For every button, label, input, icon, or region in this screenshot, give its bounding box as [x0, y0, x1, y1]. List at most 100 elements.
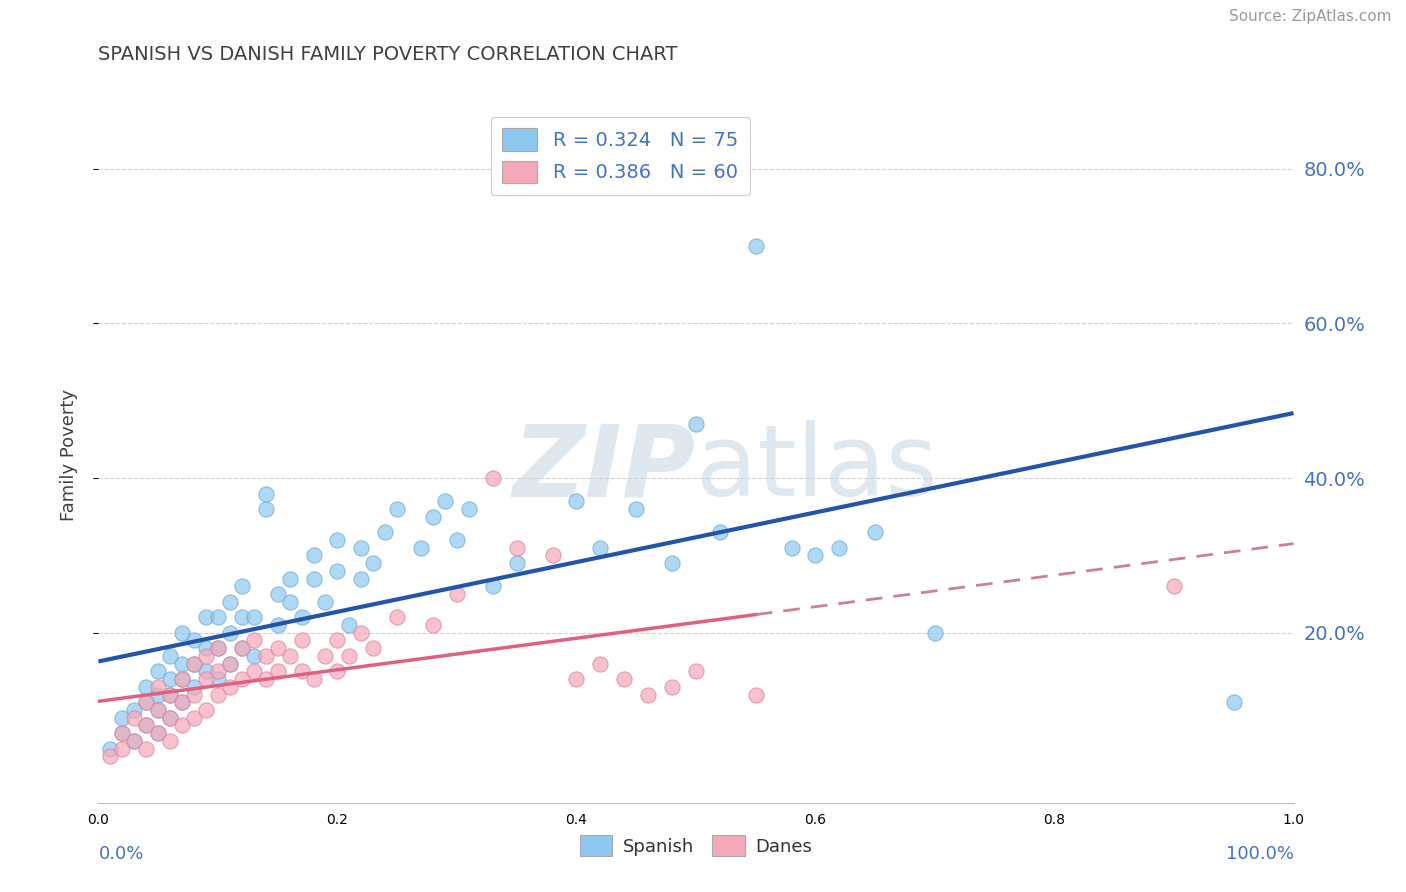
Point: [135, 680, 157, 694]
Point: [804, 549, 827, 563]
Point: [159, 648, 181, 663]
Point: [661, 680, 683, 694]
Point: [254, 502, 277, 516]
Point: [446, 587, 468, 601]
Point: [183, 657, 205, 671]
Point: [433, 494, 456, 508]
Point: [148, 665, 170, 679]
Point: [291, 633, 314, 648]
Point: [207, 672, 229, 686]
Point: [541, 549, 564, 563]
Point: [446, 533, 468, 547]
Point: [194, 610, 218, 624]
Point: [135, 718, 157, 732]
Point: [135, 741, 157, 756]
Point: [111, 711, 134, 725]
Point: [194, 672, 218, 686]
Point: [194, 648, 218, 663]
Point: [613, 672, 636, 686]
Point: [506, 541, 529, 555]
Point: [111, 741, 134, 756]
Point: [194, 641, 218, 656]
Point: [111, 726, 134, 740]
Point: [411, 541, 433, 555]
Point: [326, 564, 349, 578]
Point: [278, 648, 301, 663]
Point: [148, 726, 170, 740]
Point: [350, 625, 373, 640]
Point: [422, 509, 444, 524]
Point: [231, 672, 253, 686]
Point: [626, 502, 648, 516]
Legend: Spanish, Danes: Spanish, Danes: [572, 828, 820, 863]
Point: [385, 610, 409, 624]
Point: [183, 688, 205, 702]
Point: [243, 610, 266, 624]
Point: [124, 703, 146, 717]
Point: [302, 549, 325, 563]
Point: [231, 641, 253, 656]
Point: [159, 711, 181, 725]
Point: [98, 749, 122, 764]
Point: [159, 734, 181, 748]
Point: [207, 641, 229, 656]
Y-axis label: Family Poverty: Family Poverty: [59, 389, 77, 521]
Point: [363, 641, 385, 656]
Point: [278, 595, 301, 609]
Point: [685, 417, 707, 431]
Point: [315, 648, 337, 663]
Point: [207, 641, 229, 656]
Point: [565, 494, 588, 508]
Point: [98, 741, 122, 756]
Point: [243, 648, 266, 663]
Point: [326, 533, 349, 547]
Point: [172, 625, 194, 640]
Point: [124, 734, 146, 748]
Point: [315, 595, 337, 609]
Point: [243, 633, 266, 648]
Point: [207, 610, 229, 624]
Point: [219, 657, 242, 671]
Point: [219, 595, 242, 609]
Point: [291, 610, 314, 624]
Point: [363, 556, 385, 570]
Point: [267, 641, 290, 656]
Point: [863, 525, 887, 540]
Point: [231, 579, 253, 593]
Point: [194, 665, 218, 679]
Point: [183, 633, 205, 648]
Point: [207, 665, 229, 679]
Point: [183, 711, 205, 725]
Point: [481, 471, 505, 485]
Point: [481, 579, 505, 593]
Point: [254, 486, 277, 500]
Text: 0.0%: 0.0%: [98, 845, 143, 863]
Point: [589, 541, 612, 555]
Point: [637, 688, 659, 702]
Point: [159, 711, 181, 725]
Point: [159, 688, 181, 702]
Point: [172, 672, 194, 686]
Point: [924, 625, 946, 640]
Point: [661, 556, 683, 570]
Point: [124, 711, 146, 725]
Point: [148, 688, 170, 702]
Point: [374, 525, 396, 540]
Point: [1222, 695, 1246, 709]
Point: [339, 648, 360, 663]
Point: [124, 734, 146, 748]
Point: [148, 726, 170, 740]
Point: [780, 541, 803, 555]
Point: [254, 648, 277, 663]
Point: [709, 525, 731, 540]
Point: [1163, 579, 1185, 593]
Point: [350, 572, 373, 586]
Point: [243, 665, 266, 679]
Point: [159, 688, 181, 702]
Point: [422, 618, 444, 632]
Text: atlas: atlas: [696, 420, 938, 517]
Point: [745, 239, 768, 253]
Text: SPANISH VS DANISH FAMILY POVERTY CORRELATION CHART: SPANISH VS DANISH FAMILY POVERTY CORRELA…: [98, 45, 678, 63]
Point: [159, 672, 181, 686]
Point: [385, 502, 409, 516]
